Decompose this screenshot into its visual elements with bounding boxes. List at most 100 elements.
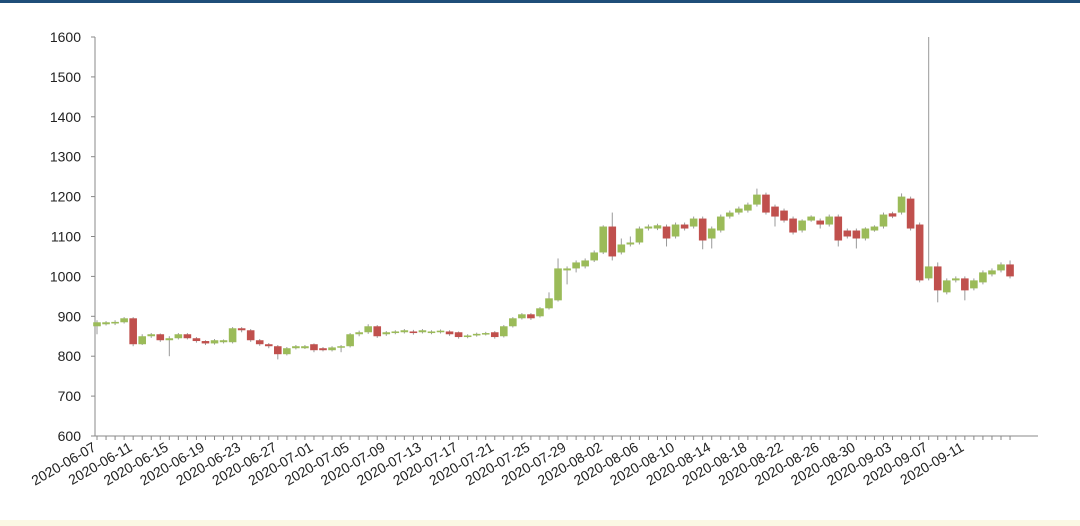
candle-body xyxy=(689,218,698,227)
y-tick-label: 700 xyxy=(58,388,82,404)
candle-body xyxy=(933,266,942,291)
y-tick-label: 1200 xyxy=(50,189,81,205)
candle-body xyxy=(237,328,246,331)
candle-body xyxy=(970,280,978,289)
candle-body xyxy=(997,264,1005,271)
bottom-strip xyxy=(0,520,1080,526)
candle-body xyxy=(301,346,309,349)
y-tick-label: 800 xyxy=(58,348,82,364)
candle-body xyxy=(653,225,662,229)
candle-body xyxy=(698,218,707,241)
candle-body xyxy=(481,333,490,335)
candle-body xyxy=(735,208,743,213)
candle-body xyxy=(744,204,752,211)
candle-body xyxy=(463,335,472,338)
candle-body xyxy=(509,318,517,327)
candle-body xyxy=(762,194,770,213)
candle-body xyxy=(924,266,933,279)
y-tick-label: 1000 xyxy=(50,268,81,284)
candle-body xyxy=(373,326,382,337)
candle-body xyxy=(319,348,327,351)
candle-body xyxy=(789,218,797,233)
candle-body xyxy=(490,332,499,338)
candle-body xyxy=(264,344,273,347)
candle-body xyxy=(753,194,761,205)
candle-body xyxy=(174,334,183,339)
candle-body xyxy=(952,278,960,281)
candle-body xyxy=(843,230,852,237)
candle-body xyxy=(391,331,400,334)
candle-body xyxy=(716,216,725,231)
top-border xyxy=(0,0,1080,3)
candle-body xyxy=(961,278,969,291)
candle-body xyxy=(255,340,264,345)
candle-body xyxy=(807,216,815,221)
candle-body xyxy=(120,318,128,323)
candle-body xyxy=(870,226,879,231)
candle-body xyxy=(554,268,562,301)
candle-body xyxy=(536,308,544,317)
candle-body xyxy=(825,216,834,225)
candle-body xyxy=(283,348,291,355)
candle-body xyxy=(156,334,165,341)
candle-body xyxy=(608,226,617,257)
candle-body xyxy=(662,226,671,239)
candle-body xyxy=(897,196,906,213)
candle-body xyxy=(93,322,101,327)
candle-body xyxy=(816,220,824,225)
candle-body xyxy=(445,331,454,335)
candle-body xyxy=(906,198,915,229)
candle-body xyxy=(626,242,635,245)
candle-body xyxy=(861,228,870,239)
candle-body xyxy=(337,346,345,348)
candle-body xyxy=(834,216,843,241)
candle-body xyxy=(427,331,436,334)
candle-body xyxy=(680,224,689,229)
candle-body xyxy=(111,321,119,324)
candle-body xyxy=(572,262,580,269)
candle-body xyxy=(183,334,192,339)
y-tick-label: 1500 xyxy=(50,69,81,85)
candle-body xyxy=(671,224,680,237)
candle-body xyxy=(707,228,716,239)
candle-body xyxy=(138,336,146,345)
candle-body xyxy=(581,260,589,267)
candle-body xyxy=(518,314,526,319)
candle-body xyxy=(527,314,535,319)
candle-body xyxy=(228,328,237,343)
candle-body xyxy=(246,330,255,341)
candle-body xyxy=(102,322,110,325)
candle-body xyxy=(454,332,463,338)
candle-body xyxy=(382,332,391,335)
candle-body xyxy=(418,330,427,333)
candle-body xyxy=(346,334,354,347)
candle-body xyxy=(726,212,734,217)
candle-body xyxy=(644,226,653,229)
candle-body xyxy=(852,230,861,239)
candle-body xyxy=(798,220,806,231)
y-tick-label: 1100 xyxy=(51,229,81,245)
y-tick-label: 600 xyxy=(58,428,82,444)
candle-body xyxy=(590,252,598,261)
candle-body xyxy=(879,214,888,227)
candle-body xyxy=(771,206,779,217)
candle-body xyxy=(617,244,626,253)
candle-body xyxy=(409,331,418,334)
y-tick-label: 900 xyxy=(58,308,82,324)
candle-body xyxy=(888,213,897,217)
candle-body xyxy=(292,346,300,349)
candle-body xyxy=(472,333,481,336)
candle-body xyxy=(219,340,228,343)
candle-body xyxy=(210,340,219,344)
candle-body xyxy=(400,330,409,333)
candle-body xyxy=(364,326,372,333)
candle-body xyxy=(563,268,571,271)
candle-body xyxy=(165,338,174,341)
candle-body xyxy=(328,347,336,351)
candle-body xyxy=(942,280,951,293)
candle-body xyxy=(500,326,508,337)
candle-body xyxy=(192,338,201,342)
candle-body xyxy=(355,332,363,335)
